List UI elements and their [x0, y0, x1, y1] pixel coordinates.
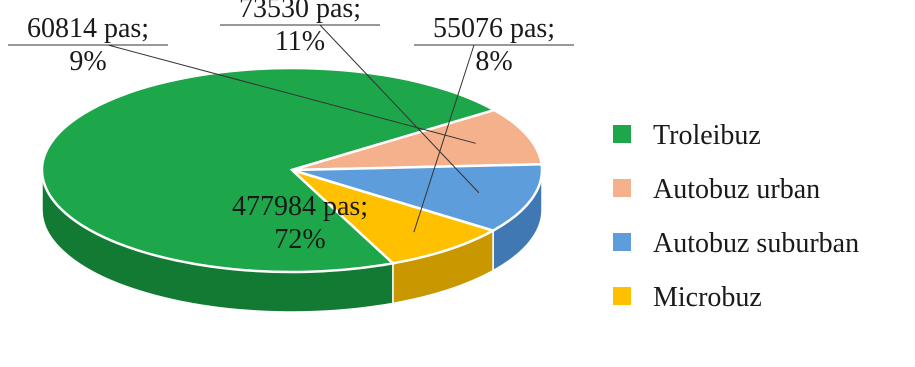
leader-line	[319, 24, 480, 194]
pie-side-walls	[41, 169, 543, 313]
pie-slice-autobuz-urban	[291, 108, 544, 172]
data-label-percent-troleibuz: 72%	[274, 224, 325, 255]
data-label-percent-microbuz: 8%	[475, 46, 512, 77]
pie-slice-autobuz-suburban	[291, 163, 544, 232]
data-label-value-microbuz: 55076 pas;	[433, 13, 555, 44]
legend-label-autobuz-suburban: Autobuz suburban	[653, 228, 859, 259]
data-labels: 477984 pas;72% 60814 pas;9% 73530 pas;11% 5…	[27, 0, 555, 255]
legend-swatch-troleibuz	[613, 125, 631, 143]
data-label-percent-autobuz-suburban: 11%	[275, 26, 325, 57]
leader-lines	[8, 24, 574, 233]
legend-label-microbuz: Microbuz	[653, 282, 762, 313]
pie-slice-troleibuz	[40, 66, 498, 274]
leader-line	[413, 44, 475, 233]
legend-swatch-autobuz-suburban	[613, 233, 631, 251]
legend-swatch-microbuz	[613, 287, 631, 305]
pie-slices	[40, 66, 544, 274]
legend-label-troleibuz: Troleibuz	[653, 120, 761, 151]
legend: Troleibuz Autobuz urban Autobuz suburban Mi…	[613, 120, 859, 313]
legend-swatch-autobuz-urban	[613, 179, 631, 197]
data-label-value-autobuz-suburban: 73530 pas;	[239, 0, 361, 24]
data-label-value-autobuz-urban: 60814 pas;	[27, 13, 149, 44]
pie-slice-microbuz	[291, 168, 497, 265]
legend-label-autobuz-urban: Autobuz urban	[653, 174, 820, 205]
leader-line	[107, 44, 476, 144]
data-label-value-troleibuz: 477984 pas;	[232, 191, 368, 222]
data-label-percent-autobuz-urban: 9%	[69, 46, 106, 77]
